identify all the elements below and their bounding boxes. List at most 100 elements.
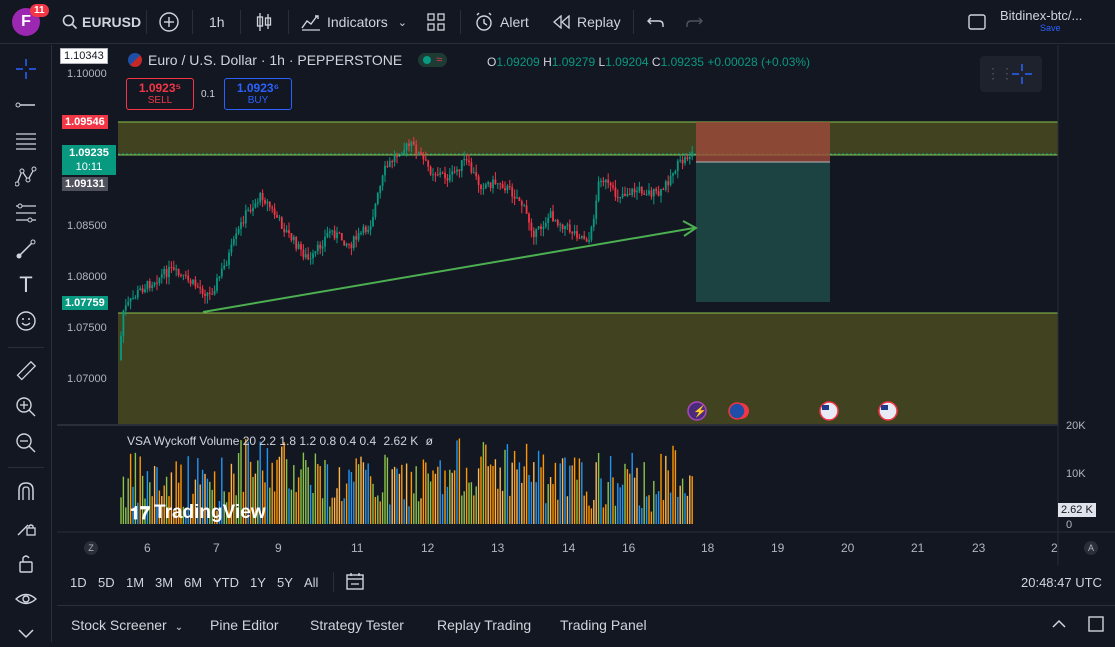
fib-icon[interactable] [12,199,40,227]
plus-circle-icon [159,12,179,32]
change-value: +0.00028 (+0.03%) [707,55,811,69]
range-ytd[interactable]: YTD [213,575,239,590]
undo-button[interactable] [647,10,665,34]
range-3m[interactable]: 3M [155,575,174,590]
magnet-icon[interactable] [12,477,40,505]
utc-clock[interactable]: 20:48:47 UTC [1021,575,1102,590]
chevron-down-icon[interactable] [12,619,40,647]
time-label: 11 [351,541,364,555]
top-toolbar: F 11 EURUSD 1h Indicators ⌄ Alert Replay [0,0,1115,44]
current-price-tag: 1.09235 10:11 [62,145,116,175]
search-icon [62,14,78,30]
redo-button[interactable] [685,10,703,34]
unlock-icon[interactable] [12,549,40,577]
spread-value: 0.1 [201,89,215,100]
time-label: 6 [144,541,151,555]
eye-icon[interactable] [12,585,40,613]
range-1d[interactable]: 1D [70,575,87,590]
support-price-tag: 1.07759 [62,296,108,310]
tab-pine-editor[interactable]: Pine Editor [210,617,279,633]
volume-axis-label: 0 [1066,519,1073,531]
interval-button[interactable]: 1h [209,14,225,30]
drawing-toolbar-toggle[interactable]: ⋮⋮ [980,56,1042,92]
volume-current-tag: 2.62 K [1058,503,1096,517]
tab-replay-trading[interactable]: Replay Trading [437,617,532,633]
time-label: 7 [213,541,220,555]
time-label: 2 [1051,541,1058,555]
tradingview-watermark: 𝟏𝟕 TradingView [130,502,266,523]
symbol-title: Euro / U.S. Dollar · 1h · PEPPERSTONE [148,52,403,68]
symbol-search-button[interactable]: EURUSD [62,10,141,34]
ruler-icon[interactable] [12,357,40,385]
range-1y[interactable]: 1Y [250,575,266,590]
maximize-panel-icon[interactable] [1087,615,1105,636]
buy-button[interactable]: 1.0923⁶ BUY [224,78,292,110]
rewind-icon [553,15,570,29]
text-tool-icon[interactable]: T [19,272,33,297]
chart-type-button[interactable] [255,10,273,34]
bottom-panel-tabs: Stock Screener ⌄ Pine Editor Strategy Tes… [57,605,1115,642]
redo-icon [686,17,703,27]
grid-icon [427,13,445,31]
save-label: Save [1040,23,1061,33]
layout-name: Bitdinex-btc/... [1000,8,1083,23]
notification-badge: 11 [30,4,49,17]
volume-axis-label: 20K [1066,420,1086,432]
price-scale-top: 1.10343 [60,48,108,64]
layouts-button[interactable] [427,10,445,34]
indicators-button[interactable]: Indicators ⌄ [301,10,407,34]
time-label: 19 [771,541,785,555]
pattern-icon[interactable] [12,163,40,191]
tab-strategy-tester[interactable]: Strategy Tester [310,617,404,633]
replay-button[interactable]: Replay [553,10,621,34]
drawing-toolbar: T [0,45,52,642]
range-5d[interactable]: 5D [98,575,115,590]
emoji-icon[interactable] [12,307,40,335]
price-label: 1.07500 [67,322,107,334]
time-label: 13 [491,541,505,555]
brush-icon[interactable] [12,235,40,263]
chart-legend[interactable]: Euro / U.S. Dollar · 1h · PEPPERSTONE ≈ [128,52,448,68]
volume-indicator-legend[interactable]: VSA Wyckoff Volume 20 2.2 1.8 1.2 0.8 0.… [127,434,433,448]
chart-pane[interactable] [57,45,1115,565]
chevron-up-icon[interactable] [1051,617,1067,633]
open-value: 1.09209 [496,55,540,69]
range-1m[interactable]: 1M [126,575,145,590]
time-label: 14 [562,541,576,555]
fullscreen-button[interactable] [968,10,986,34]
replay-label: Replay [577,14,621,30]
range-5y[interactable]: 5Y [277,575,293,590]
compare-button[interactable] [158,10,180,34]
axis-zoom-button[interactable]: Z [84,541,98,555]
crosshair-icon[interactable] [12,55,40,83]
time-label: 20 [841,541,855,555]
tab-stock-screener[interactable]: Stock Screener ⌄ [71,617,184,633]
alert-button[interactable]: Alert [474,10,529,34]
date-range-button[interactable] [345,571,365,596]
price-label: 1.07000 [67,373,107,385]
axis-auto-button[interactable]: A [1084,541,1098,555]
zoom-out-icon[interactable] [12,429,40,457]
lock-drawings-icon[interactable] [12,513,40,541]
candles-icon [256,13,272,31]
undo-icon [647,17,664,27]
close-value: 1.09235 [660,55,704,69]
sell-button[interactable]: 1.0923⁵ SELL [126,78,194,110]
calendar-range-icon [346,573,364,590]
price-label: 1.10000 [67,68,107,80]
volume-axis-label: 10K [1066,468,1086,480]
horizontal-lines-icon[interactable] [12,127,40,155]
high-value: 1.09279 [551,55,596,69]
window-icon [968,14,986,30]
symbol-label: EURUSD [82,14,142,30]
range-all[interactable]: All [304,575,319,590]
time-label: 23 [972,541,986,555]
price-label: 1.08000 [67,271,107,283]
range-6m[interactable]: 6M [184,575,203,590]
ohlc-values: O1.09209 H1.09279 L1.09204 C1.09235 +0.0… [487,55,811,69]
trend-line-icon[interactable] [12,91,40,119]
save-layout-button[interactable]: Bitdinex-btc/... Save [1000,8,1110,33]
tab-trading-panel[interactable]: Trading Panel [560,617,647,633]
zoom-in-icon[interactable] [12,393,40,421]
currency-flag-icon [128,53,142,67]
